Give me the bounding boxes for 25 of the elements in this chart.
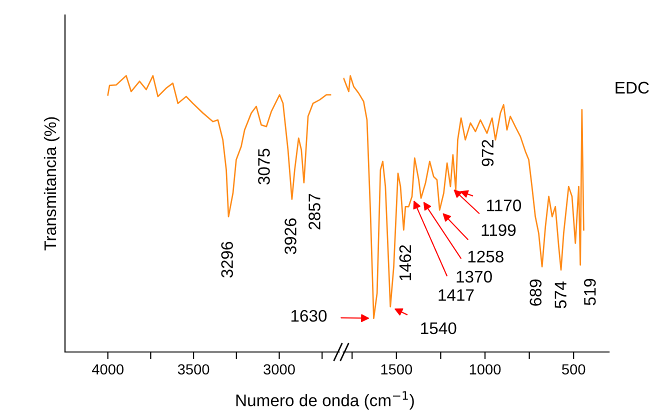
x-tick-label: 3500 (178, 364, 210, 375)
annotation: 574 (554, 282, 566, 308)
x-tick-label: 3000 (264, 364, 295, 375)
annotation: 1199 (482, 224, 516, 236)
annotation: 1370 (456, 270, 492, 283)
annotation: 1258 (468, 250, 504, 262)
x-tick-label: 1000 (470, 364, 501, 375)
annotation: 1417 (438, 289, 474, 301)
annotation: 3296 (221, 242, 233, 278)
annotation: 1462 (399, 245, 412, 280)
y-axis-title: Transmitancia (%) (44, 117, 60, 250)
annotation: 1170 (487, 200, 522, 212)
annotation: 3926 (284, 218, 296, 254)
annotation: 689 (530, 280, 542, 306)
annotation: 3075 (258, 148, 270, 184)
annotation: 972 (482, 140, 494, 166)
x-tick-label: 4000 (92, 364, 124, 375)
annotation: 1540 (421, 322, 456, 334)
x-axis-title: Numero de onda (cm$^{−1}$) (236, 391, 414, 410)
annotation: 519 (584, 278, 596, 306)
x-tick-label: 1500 (381, 364, 412, 375)
annotation: 2857 (308, 194, 320, 230)
x-tick-label: 500 (562, 364, 586, 375)
annotation: 1630 (291, 310, 327, 322)
text: EDC (616, 82, 649, 94)
